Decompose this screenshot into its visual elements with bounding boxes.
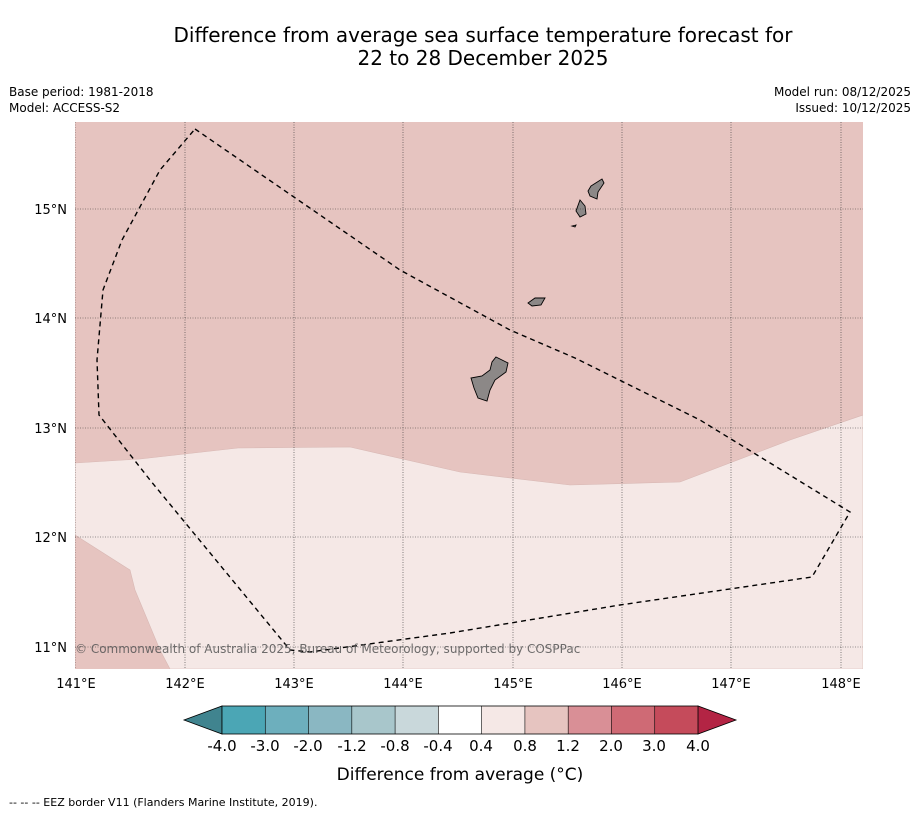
colorbar-over-triangle: [697, 705, 738, 735]
title-line-1: Difference from average sea surface temp…: [173, 23, 793, 47]
lon-tick-147: 147°E: [711, 677, 751, 692]
saipan-island: [587, 178, 605, 200]
eez-border-line: [96, 128, 851, 653]
lat-tick-12: 12°N: [34, 531, 67, 546]
map-figure: © Commonwealth of Australia 2025, Bureau…: [34, 122, 863, 785]
colorbar-tick: 2.0: [599, 737, 623, 755]
colorbar-cell: [524, 706, 569, 734]
lat-tick-14: 14°N: [34, 312, 67, 327]
lon-tick-146: 146°E: [602, 677, 642, 692]
colorbar-tick: 1.2: [556, 737, 580, 755]
lon-tick-142: 142°E: [165, 677, 205, 692]
aguijan-islet: [570, 224, 577, 228]
colorbar-tick: 0.4: [469, 737, 493, 755]
lat-tick-13: 13°N: [34, 422, 67, 437]
lon-tick-144: 144°E: [383, 677, 423, 692]
islands: [470, 178, 605, 402]
copyright-text: © Commonwealth of Australia 2025, Bureau…: [75, 642, 580, 656]
colorbar-cell: [611, 706, 656, 734]
colorbar-cell: [395, 706, 439, 734]
colorbar-tick: -2.0: [293, 737, 322, 755]
eez-footnote: -- -- -- EEZ border V11 (Flanders Marine…: [9, 796, 318, 809]
lon-tick-labels: 141°E 142°E 143°E 144°E 145°E 146°E 147°…: [56, 677, 861, 692]
base-period-text: Base period: 1981-2018: [9, 85, 154, 99]
colorbar-tick: -3.0: [250, 737, 279, 755]
colorbar-tick: 4.0: [686, 737, 710, 755]
rota-island: [527, 297, 546, 307]
title-line-2: 22 to 28 December 2025: [357, 46, 609, 70]
colorbar-cell: [308, 706, 353, 734]
colorbar-cell: [654, 706, 699, 734]
colorbar-tick: -1.2: [337, 737, 366, 755]
colorbar: -4.0 -3.0 -2.0 -1.2 -0.8 -0.4 0.4 0.8 1.…: [182, 705, 738, 785]
colorbar-cell: [481, 706, 526, 734]
colorbar-tick: -4.0: [207, 737, 236, 755]
tinian-island: [575, 199, 587, 218]
lon-tick-143: 143°E: [274, 677, 314, 692]
lat-tick-labels: 15°N 14°N 13°N 12°N 11°N: [34, 203, 67, 656]
model-run-text: Model run: 08/12/2025: [773, 85, 911, 99]
model-text: Model: ACCESS-S2: [9, 101, 121, 115]
colorbar-cell: [351, 706, 396, 734]
colorbar-tick: 0.8: [513, 737, 537, 755]
lon-tick-141: 141°E: [56, 677, 96, 692]
colorbar-cell: [222, 706, 266, 734]
graticule: [75, 122, 863, 669]
colorbar-cell: [438, 706, 482, 734]
colorbar-tick: -0.4: [423, 737, 452, 755]
colorbar-tick: 3.0: [642, 737, 666, 755]
colorbar-cell: [568, 706, 612, 734]
colorbar-cell: [265, 706, 309, 734]
lon-tick-148: 148°E: [821, 677, 861, 692]
lat-tick-11: 11°N: [34, 641, 67, 656]
issued-text: Issued: 10/12/2025: [795, 101, 911, 115]
colorbar-tick-labels: -4.0 -3.0 -2.0 -1.2 -0.8 -0.4 0.4 0.8 1.…: [207, 737, 710, 755]
map-area: © Commonwealth of Australia 2025, Bureau…: [75, 122, 863, 669]
lat-tick-15: 15°N: [34, 203, 67, 218]
colorbar-under-triangle: [182, 705, 223, 735]
colorbar-label: Difference from average (°C): [337, 765, 584, 785]
colorbar-outline: [221, 705, 699, 735]
colorbar-tick: -0.8: [380, 737, 409, 755]
guam-island: [470, 356, 509, 402]
lon-tick-145: 145°E: [493, 677, 533, 692]
